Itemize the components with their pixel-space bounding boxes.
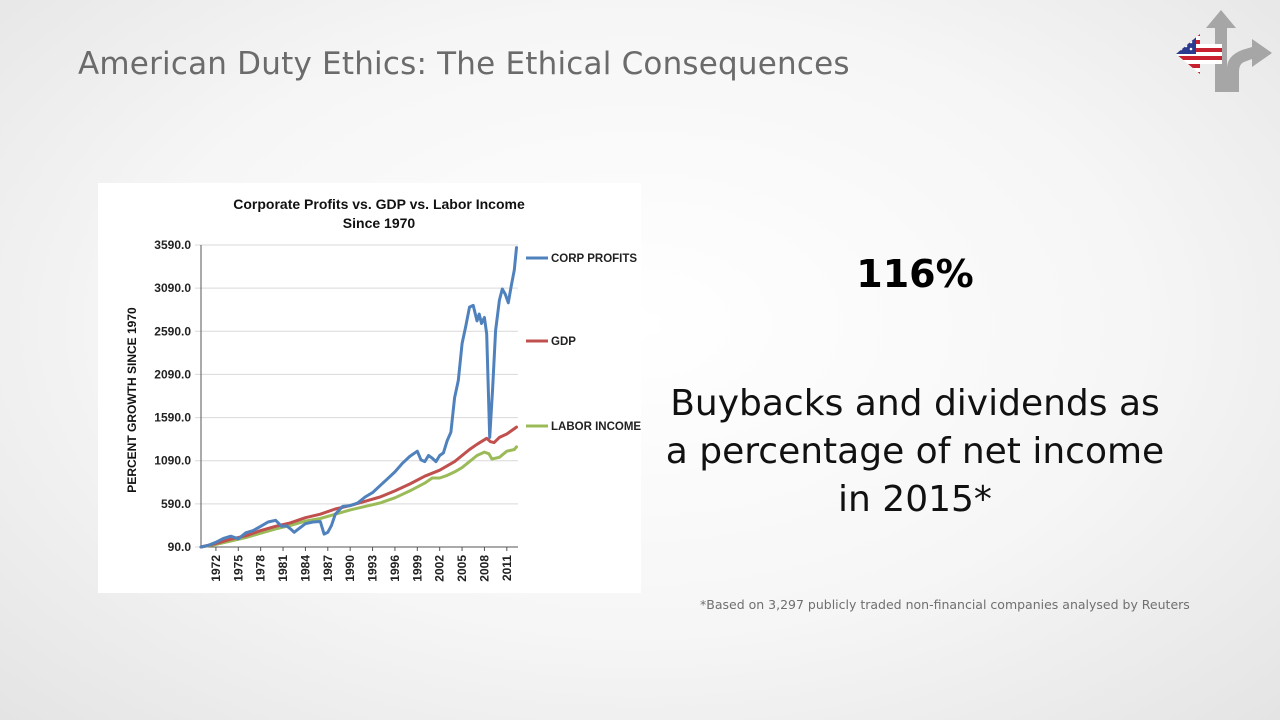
y-tick-label: 2090.0 (154, 367, 191, 381)
arrow-right-shape (1227, 39, 1272, 92)
y-tick-label: 590.0 (161, 497, 191, 511)
line-chart: Corporate Profits vs. GDP vs. Labor Inco… (125, 196, 641, 582)
x-tick-label: 1990 (343, 555, 357, 582)
slide-title: American Duty Ethics: The Ethical Conseq… (78, 46, 850, 82)
x-tick-label: 1984 (298, 555, 312, 582)
y-tick-label: 90.0 (168, 540, 192, 554)
legend-label: LABOR INCOME (551, 421, 641, 433)
chart-title: Corporate Profits vs. GDP vs. Labor Inco… (233, 196, 525, 212)
x-tick-label: 2002 (433, 555, 447, 582)
x-tick-label: 1978 (254, 555, 268, 582)
y-tick-label: 2590.0 (154, 324, 191, 338)
stat-description: Buybacks and dividends as a percentage o… (665, 383, 1165, 520)
x-tick-label: 1975 (231, 555, 245, 582)
legend-label: GDP (551, 336, 576, 348)
series-line-gdp (199, 425, 518, 549)
legend-label: CORP PROFITS (551, 253, 637, 265)
x-tick-label: 2005 (455, 555, 469, 582)
x-tick-label: 2011 (500, 555, 514, 581)
x-tick-label: 1996 (388, 555, 402, 582)
x-tick-label: 1981 (276, 555, 290, 582)
y-tick-label: 3090.0 (154, 281, 191, 295)
x-tick-label: 2008 (477, 555, 491, 582)
chart-subtitle: Since 1970 (343, 215, 416, 231)
y-tick-label: 3590.0 (154, 238, 191, 252)
x-tick-label: 1993 (366, 555, 380, 582)
x-tick-label: 1972 (209, 555, 223, 582)
chart-panel: Corporate Profits vs. GDP vs. Labor Inco… (98, 183, 641, 593)
y-axis-label: PERCENT GROWTH SINCE 1970 (125, 307, 139, 493)
x-tick-label: 1999 (410, 555, 424, 582)
diverging-arrow-logo (1172, 6, 1274, 96)
series-line-labor-income (199, 445, 518, 549)
stat-value: 116% (856, 252, 974, 296)
footnote: *Based on 3,297 publicly traded non-fina… (700, 597, 1190, 612)
x-tick-label: 1987 (321, 555, 335, 582)
y-tick-label: 1090.0 (154, 454, 191, 468)
series-line-corp-profits (199, 246, 518, 549)
y-tick-label: 1590.0 (154, 411, 191, 425)
